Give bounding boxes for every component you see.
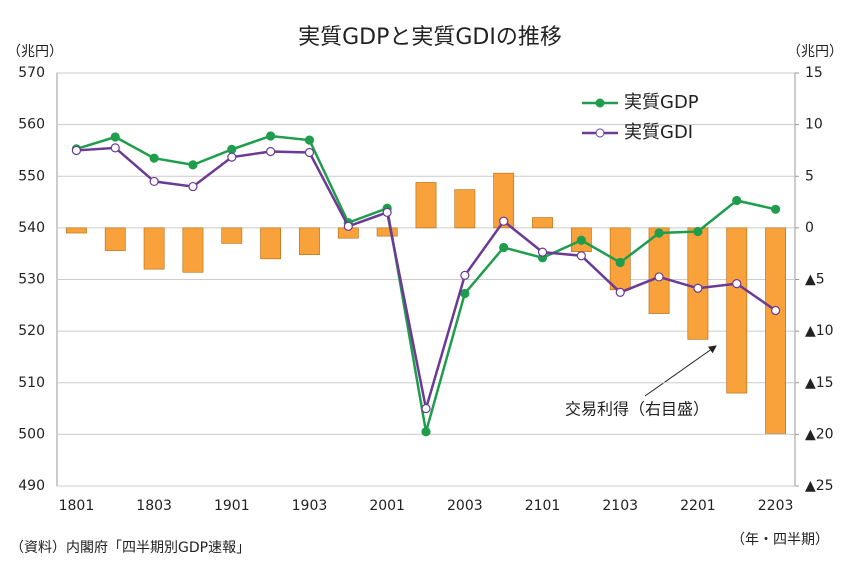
- x-tick-label: 2203: [758, 498, 794, 514]
- point: [460, 288, 470, 299]
- point: [770, 305, 781, 316]
- y-tick-label: 520: [18, 323, 45, 339]
- y-tick-label: 500: [18, 426, 45, 442]
- bar: [260, 227, 282, 260]
- point: [693, 226, 703, 237]
- point: [227, 152, 237, 162]
- x-tick-label: 2003: [447, 498, 483, 514]
- point: [343, 221, 353, 231]
- y2-tick-label: 10: [805, 117, 823, 133]
- y2-tick-label: ▲5: [805, 272, 825, 288]
- bar: [765, 227, 786, 434]
- point: [188, 181, 198, 192]
- y2-tick-label: ▲25: [805, 478, 834, 494]
- point: [266, 146, 276, 157]
- y-tick-label: 530: [18, 272, 45, 288]
- x-tick-label: 2101: [525, 498, 561, 514]
- legend-marker: [595, 98, 605, 108]
- x-tick-label: 1903: [292, 498, 328, 514]
- bar: [648, 227, 670, 314]
- point: [770, 204, 781, 214]
- point: [421, 403, 431, 414]
- point: [499, 242, 509, 253]
- point: [304, 135, 315, 145]
- point: [732, 195, 742, 206]
- bar: [376, 227, 398, 237]
- bar: [493, 172, 515, 229]
- point: [382, 207, 392, 217]
- series-line: [76, 134, 776, 433]
- y-axis-label: （兆円）: [7, 44, 63, 60]
- bar: [66, 227, 87, 234]
- point: [188, 160, 198, 170]
- point: [421, 427, 431, 437]
- point: [615, 287, 625, 298]
- point: [149, 176, 159, 187]
- point: [71, 145, 82, 156]
- legend-label: 実質GDI: [624, 122, 693, 143]
- point: [460, 270, 470, 280]
- y-tick-label: 510: [18, 375, 45, 391]
- y-tick-label: 560: [18, 117, 45, 133]
- x-tick-label: 2201: [680, 498, 716, 514]
- y2-tick-label: 5: [805, 168, 814, 184]
- x-tick-label: 1803: [136, 498, 172, 514]
- y-tick-label: 550: [18, 168, 45, 184]
- x-tick-label: 1801: [59, 498, 95, 514]
- point: [654, 272, 664, 282]
- annotation: 交易利得（右目盛）: [565, 400, 709, 419]
- point: [110, 143, 120, 153]
- bar: [221, 227, 243, 244]
- bar: [454, 189, 476, 229]
- bar: [726, 227, 748, 394]
- point: [576, 251, 586, 261]
- x-axis-label: （年・四半期）: [731, 532, 829, 548]
- bar: [532, 217, 553, 229]
- legend-label: 実質GDP: [624, 92, 699, 113]
- source: （資料）内閣府「四半期別GDP速報」: [10, 540, 250, 556]
- point: [149, 153, 159, 163]
- x-tick-label: 2001: [369, 498, 405, 514]
- chart-title: 実質GDPと実質GDIの推移: [298, 25, 562, 50]
- point: [693, 283, 703, 293]
- point: [110, 132, 120, 142]
- point: [537, 247, 548, 257]
- bar: [104, 227, 126, 251]
- y-tick-label: 540: [18, 220, 45, 236]
- y2-tick-label: ▲10: [805, 323, 834, 339]
- y2-axis-label: （兆円）: [787, 44, 843, 60]
- y-tick-label: 570: [18, 65, 45, 81]
- point: [304, 147, 315, 158]
- point: [227, 144, 237, 155]
- y2-tick-label: 0: [805, 220, 814, 236]
- bar: [415, 182, 437, 229]
- x-tick-label: 2103: [602, 498, 638, 514]
- point: [266, 131, 276, 141]
- bar: [182, 227, 204, 273]
- point: [576, 235, 586, 245]
- y2-tick-label: ▲20: [805, 426, 834, 442]
- point: [654, 228, 664, 238]
- point: [732, 279, 742, 289]
- bar: [299, 227, 320, 256]
- legend-marker: [595, 128, 605, 138]
- point: [615, 257, 625, 268]
- y-tick-label: 490: [18, 478, 45, 494]
- point: [499, 216, 509, 226]
- annotation-arrow: [644, 345, 717, 397]
- bar: [687, 227, 709, 340]
- x-tick-label: 1901: [214, 498, 250, 514]
- bar: [143, 227, 165, 270]
- y2-tick-label: ▲15: [805, 375, 834, 391]
- y2-tick-label: 15: [805, 65, 823, 81]
